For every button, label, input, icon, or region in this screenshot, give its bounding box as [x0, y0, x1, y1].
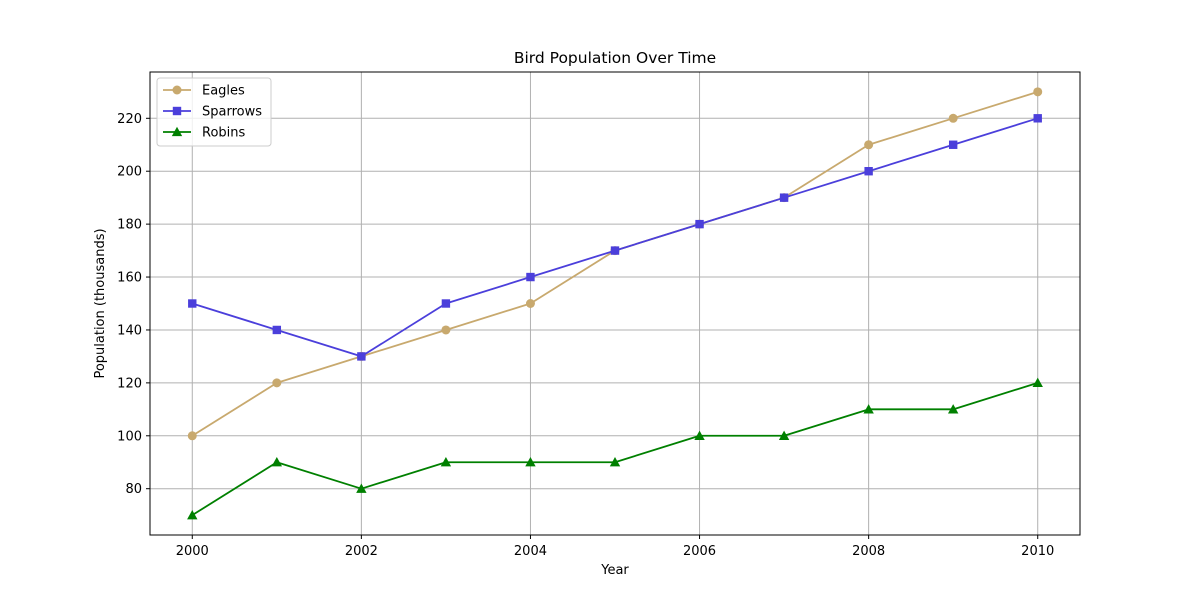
data-point-eagles: [1033, 87, 1043, 97]
legend-marker-eagles: [172, 85, 182, 95]
data-point-sparrows: [441, 299, 451, 308]
data-point-robins: [1032, 377, 1043, 388]
data-point-sparrows: [948, 140, 958, 149]
series-sparrows: [188, 114, 1042, 361]
y-tick-label: 180: [117, 218, 142, 233]
x-axis-label: Year: [600, 563, 629, 578]
legend-label-robins: Robins: [202, 126, 246, 141]
data-point-sparrows: [864, 167, 873, 176]
data-point-eagles: [948, 113, 958, 123]
series-group: [187, 87, 1043, 520]
grid: [150, 72, 1080, 535]
data-point-robins: [271, 457, 283, 467]
y-tick-label: 160: [117, 271, 142, 286]
data-point-robins: [187, 509, 198, 520]
data-point-sparrows: [1033, 114, 1042, 123]
y-tick-label: 80: [125, 482, 142, 497]
legend-item-eagles: Eagles: [163, 84, 245, 99]
legend-marker-robins: [171, 126, 183, 137]
chart-title: Bird Population Over Time: [514, 49, 716, 67]
legend-box: [156, 77, 272, 147]
data-point-sparrows: [610, 246, 620, 255]
y-tick-label: 120: [117, 376, 142, 391]
x-tick-label: 2008: [852, 544, 885, 559]
data-point-robins: [863, 404, 874, 414]
data-point-eagles: [187, 431, 197, 441]
y-tick-label: 140: [117, 323, 142, 338]
series-robins: [187, 377, 1043, 520]
data-point-robins: [440, 457, 452, 467]
x-tick-label: 2000: [176, 544, 209, 559]
data-point-sparrows: [779, 193, 789, 202]
legend-label-eagles: Eagles: [202, 84, 245, 99]
data-point-eagles: [525, 299, 535, 308]
data-point-robins: [778, 430, 790, 440]
data-point-robins: [947, 404, 959, 414]
y-tick-label: 220: [117, 112, 142, 127]
data-point-eagles: [864, 140, 874, 150]
data-point-sparrows: [272, 325, 282, 335]
y-axis-label: Population (thousands): [93, 228, 108, 378]
legend-item-robins: Robins: [163, 126, 246, 141]
y-tick-label: 100: [117, 429, 142, 444]
legend-marker-sparrows: [172, 106, 182, 116]
data-point-sparrows: [695, 219, 704, 229]
data-point-eagles: [441, 325, 451, 335]
legend-item-sparrows: Sparrows: [163, 105, 262, 120]
data-point-robins: [609, 457, 621, 467]
x-tick-label: 2010: [1021, 544, 1054, 559]
x-tick-label: 2004: [514, 544, 547, 559]
ticks: 2000 2002 2004 2006 2008 2010 80 100 120 140 160 18…: [117, 112, 1054, 559]
y-tick-label: 200: [117, 165, 142, 180]
data-point-eagles: [272, 378, 282, 388]
data-point-robins: [356, 483, 367, 493]
plot-frame: [149, 71, 1081, 536]
data-point-robins: [525, 457, 536, 467]
x-tick-label: 2002: [345, 544, 378, 559]
data-point-sparrows: [188, 299, 197, 308]
legend: Eagles Sparrows Robins: [156, 77, 272, 147]
data-point-robins: [694, 430, 705, 440]
legend-label-sparrows: Sparrows: [202, 105, 262, 120]
data-point-sparrows: [357, 352, 366, 361]
data-point-sparrows: [526, 272, 535, 282]
x-tick-label: 2006: [683, 544, 716, 559]
